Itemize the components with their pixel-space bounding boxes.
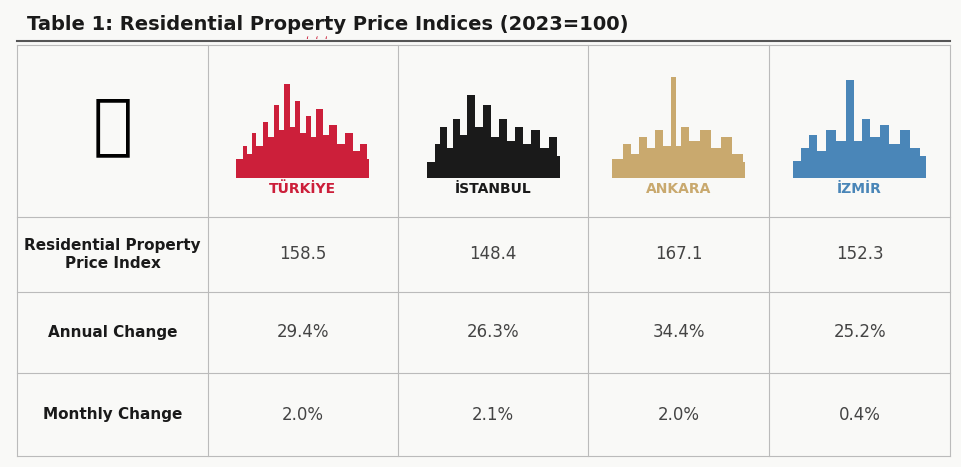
Polygon shape bbox=[427, 95, 560, 178]
Text: TÜRKİYE: TÜRKİYE bbox=[269, 182, 336, 196]
Text: 29.4%: 29.4% bbox=[277, 323, 329, 341]
Text: Residential Property
Price Index: Residential Property Price Index bbox=[24, 238, 201, 270]
Text: 2.0%: 2.0% bbox=[282, 405, 324, 424]
Text: Monthly Change: Monthly Change bbox=[43, 407, 183, 422]
Text: Table 1: Residential Property Price Indices (2023=100): Table 1: Residential Property Price Indi… bbox=[27, 15, 628, 34]
Text: 2.1%: 2.1% bbox=[472, 405, 514, 424]
Text: ANKARA: ANKARA bbox=[646, 182, 711, 196]
Text: 🏠: 🏠 bbox=[92, 94, 133, 160]
Text: 34.4%: 34.4% bbox=[653, 323, 705, 341]
Text: 148.4: 148.4 bbox=[470, 245, 517, 263]
Text: 2.0%: 2.0% bbox=[658, 405, 700, 424]
Polygon shape bbox=[236, 84, 369, 178]
Text: 152.3: 152.3 bbox=[836, 245, 883, 263]
Text: 0.4%: 0.4% bbox=[839, 405, 880, 424]
Text: 167.1: 167.1 bbox=[655, 245, 702, 263]
Polygon shape bbox=[612, 77, 746, 178]
Text: 26.3%: 26.3% bbox=[467, 323, 520, 341]
Text: Annual Change: Annual Change bbox=[48, 325, 177, 340]
Text: ʻ  ʻ  ʻ: ʻ ʻ ʻ bbox=[307, 36, 328, 46]
Text: İZMİR: İZMİR bbox=[837, 182, 882, 196]
Text: 158.5: 158.5 bbox=[279, 245, 327, 263]
Text: 25.2%: 25.2% bbox=[833, 323, 886, 341]
Polygon shape bbox=[793, 80, 926, 178]
Text: İSTANBUL: İSTANBUL bbox=[455, 182, 531, 196]
